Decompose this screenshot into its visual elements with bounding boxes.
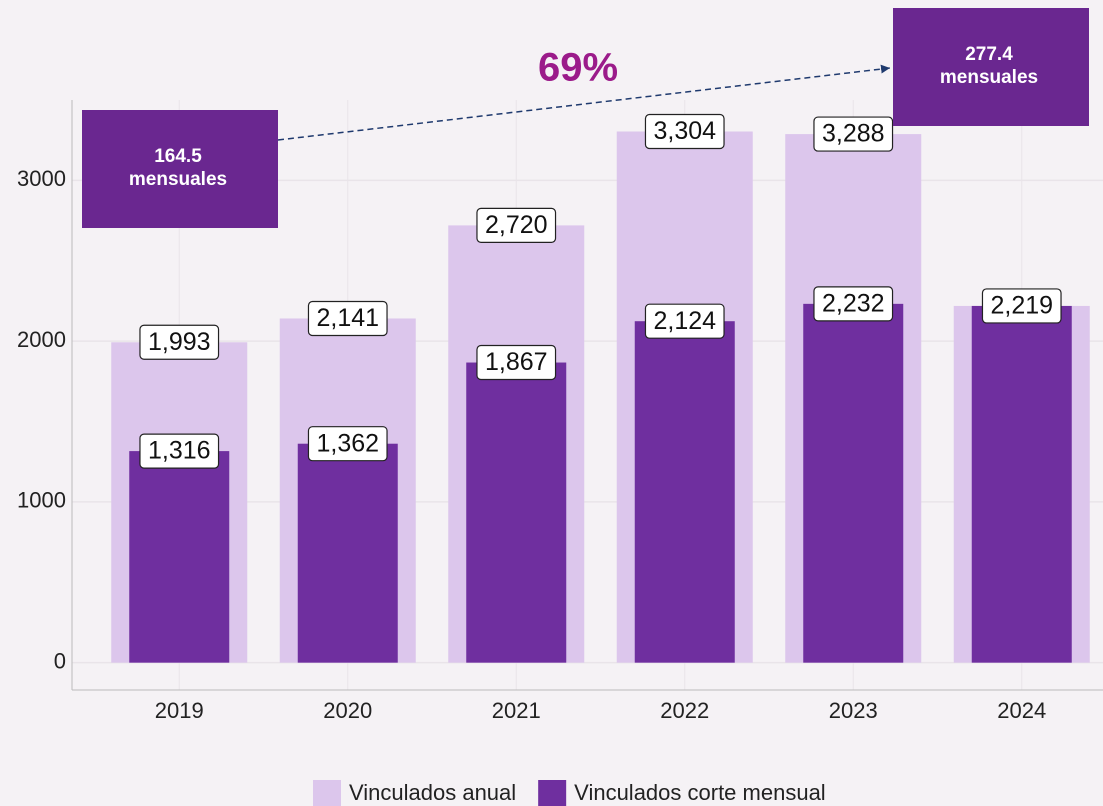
x-tick-label: 2021 (492, 698, 541, 723)
value-label: 2,141 (307, 300, 388, 337)
value-label-box (813, 116, 894, 152)
value-label-text: 3,288 (822, 120, 885, 148)
growth-label: 69% (538, 46, 618, 90)
bar (634, 321, 735, 663)
value-label: 2,219 (981, 288, 1062, 324)
value-label: 3,288 (813, 116, 894, 152)
bar (129, 451, 230, 663)
y-tick-label: 3000 (17, 166, 66, 191)
value-label: 1,362 (307, 426, 388, 462)
bar (803, 303, 904, 663)
legend-swatch (538, 780, 567, 806)
annotation-box (82, 110, 278, 228)
value-label-box (644, 303, 725, 339)
value-label-text: 2,141 (316, 304, 379, 332)
value-label-text: 2,232 (822, 289, 885, 317)
growth-arrow (277, 64, 891, 141)
value-label-box (981, 288, 1062, 324)
bar (466, 362, 567, 663)
value-label: 2,232 (813, 286, 894, 322)
value-label-box (307, 426, 388, 462)
annotation-text: mensuales (940, 67, 1038, 88)
value-label-text: 1,362 (316, 429, 379, 457)
value-label-text: 1,867 (485, 348, 548, 376)
value-label: 2,124 (644, 303, 725, 339)
legend-label: Vinculados corte mensual (574, 780, 826, 805)
value-label-box (476, 344, 557, 381)
y-tick-label: 1000 (17, 488, 66, 513)
value-label-text: 2,720 (485, 211, 548, 239)
bar (297, 443, 398, 663)
value-label-text: 1,316 (148, 437, 211, 465)
value-label: 1,993 (139, 324, 220, 360)
value-label-box (476, 207, 557, 243)
x-tick-label: 2022 (660, 698, 709, 723)
value-label-box (139, 324, 220, 360)
legend-label: Vinculados anual (349, 780, 516, 805)
value-label-box (307, 300, 388, 337)
bar (971, 305, 1072, 663)
value-label-box (813, 286, 894, 322)
x-tick-label: 2024 (997, 698, 1046, 723)
annotation-text: 164.5 (154, 146, 202, 167)
value-label-box (644, 113, 725, 150)
annotation-text: mensuales (129, 169, 227, 190)
value-label-box (139, 433, 220, 469)
value-label: 2,720 (476, 207, 557, 243)
value-label: 1,316 (139, 433, 220, 469)
value-label-text: 3,304 (653, 117, 716, 145)
value-label: 3,304 (644, 113, 725, 150)
value-label-text: 2,124 (653, 307, 716, 335)
value-label: 1,867 (476, 344, 557, 381)
y-tick-label: 2000 (17, 327, 66, 352)
legend-swatch (313, 780, 341, 806)
value-label-text: 2,219 (990, 292, 1053, 320)
value-label-text: 1,993 (148, 328, 211, 356)
annotation-box (893, 8, 1089, 126)
x-tick-label: 2023 (829, 698, 878, 723)
y-tick-label: 0 (54, 648, 66, 673)
x-tick-label: 2019 (155, 698, 204, 723)
annotation-text: 277.4 (965, 44, 1013, 65)
x-tick-label: 2020 (323, 698, 372, 723)
